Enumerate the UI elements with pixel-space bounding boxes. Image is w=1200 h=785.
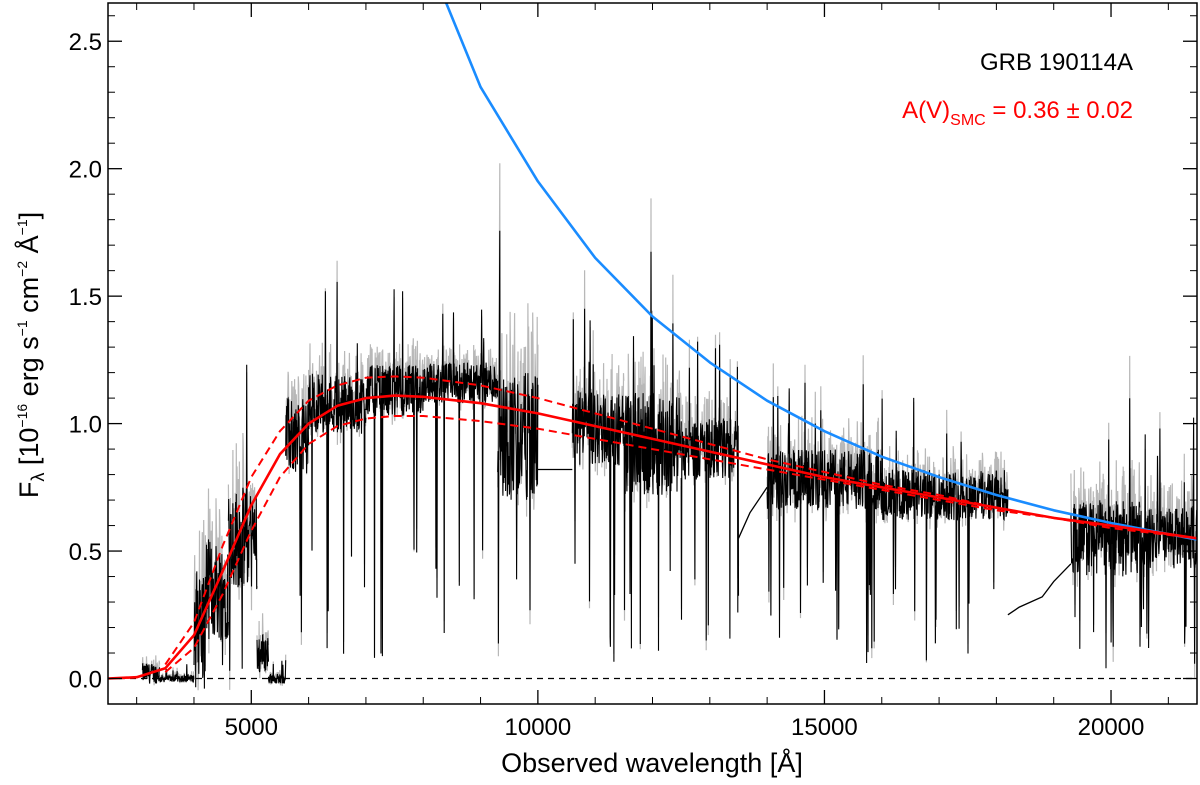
spectrum-segment	[623, 251, 682, 651]
spectrum-segment	[308, 281, 367, 654]
y-axis-close: ]	[14, 212, 44, 220]
y-axis-unit1: erg s	[14, 336, 44, 404]
spectrum-segment	[159, 664, 195, 683]
extinction-sub: SMC	[950, 112, 986, 129]
spectrum-segment	[256, 633, 270, 673]
x-axis-title: Observed wavelength [Å]	[501, 747, 803, 778]
spectrum-segment	[881, 397, 1009, 661]
spectrum-segment	[422, 309, 499, 634]
x-tick-labels: 5000 10000 15000 20000	[225, 714, 1145, 741]
y-axis-body: [10	[14, 428, 44, 473]
y-tick-labels: 0.0 0.5 1.0 1.5 2.0 2.5	[69, 29, 102, 693]
y-axis-exp: −16	[14, 404, 30, 428]
y-tick-label: 2.0	[69, 157, 102, 184]
model-bound-line	[164, 375, 1197, 666]
y-axis-unit3: Å	[13, 235, 44, 261]
x-tick-label: 15000	[791, 714, 858, 741]
spectrum-segment	[680, 341, 740, 641]
spectrum-segment	[497, 230, 539, 644]
spectrum-segment	[365, 289, 424, 658]
y-axis-title: Fλ [10−16 erg s−1 cm−2 Å−1]	[13, 212, 48, 498]
intrinsic-powerlaw-line	[444, 3, 1197, 541]
y-axis-exp2: −2	[14, 261, 30, 277]
spectrum-segment	[267, 660, 287, 684]
spectrum-segment	[766, 382, 883, 664]
y-axis-sub: λ	[28, 473, 48, 482]
y-tick-label: 2.5	[69, 29, 102, 56]
object-label: GRB 190114A	[980, 49, 1133, 76]
ticks	[108, 3, 1197, 705]
y-tick-label: 0.5	[69, 539, 102, 566]
spectrum-segment	[204, 539, 229, 666]
model-line	[108, 394, 1197, 680]
y-tick-label: 0.0	[69, 667, 102, 694]
spectrum-bridge	[1007, 563, 1072, 616]
extinction-label: A(V)SMC = 0.36 ± 0.02	[902, 97, 1133, 129]
y-axis-prefix: F	[14, 482, 44, 499]
y-axis-exp1: −1	[14, 320, 30, 336]
y-tick-label: 1.0	[69, 412, 102, 439]
extinction-prefix: A(V)	[902, 97, 950, 124]
x-tick-label: 10000	[505, 714, 572, 741]
x-tick-label: 5000	[225, 714, 278, 741]
extinction-value: = 0.36 ± 0.02	[986, 97, 1133, 124]
data-layer	[108, 3, 1197, 691]
spectrum-segment	[227, 364, 258, 671]
model-bound-line	[164, 415, 1197, 673]
x-tick-label: 20000	[1078, 714, 1145, 741]
spectrum-bridge	[737, 486, 768, 539]
y-tick-label: 1.5	[69, 284, 102, 311]
spectrum-segment	[1070, 398, 1141, 669]
y-axis-unit2: cm	[14, 277, 44, 321]
y-axis-exp3: −1	[14, 219, 30, 235]
spectrum-segment	[1139, 417, 1197, 664]
